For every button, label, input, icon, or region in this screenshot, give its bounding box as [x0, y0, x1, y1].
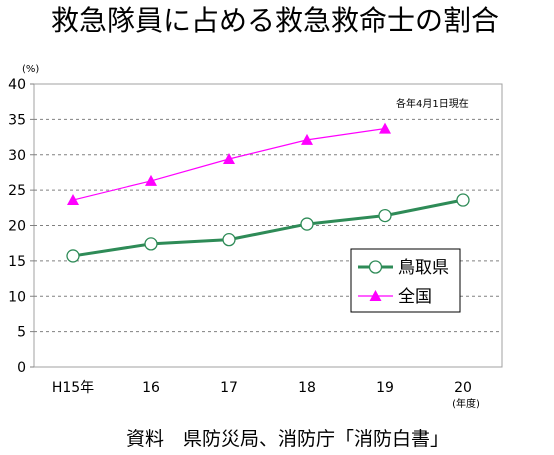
data-point — [67, 194, 79, 206]
y-tick-label: 30 — [8, 148, 26, 164]
x-tick-label: 17 — [220, 380, 238, 396]
x-tick-label: 18 — [298, 380, 316, 396]
series-line — [72, 198, 464, 258]
y-tick-label: 20 — [8, 219, 26, 235]
legend-marker — [369, 290, 382, 301]
y-tick-label: 35 — [8, 112, 26, 128]
y-tick-label: 25 — [8, 183, 26, 199]
data-point — [378, 208, 392, 223]
x-tick-label: 16 — [142, 380, 160, 396]
series-national — [67, 122, 391, 206]
data-point — [145, 174, 157, 186]
chart-title: 救急隊員に占める救急救命士の割合 — [51, 4, 499, 37]
data-point — [222, 232, 236, 247]
legend-label: 鳥取県 — [398, 258, 449, 278]
x-axis-ticks: H15年 16 17 18 19 20 — [52, 380, 472, 396]
y-tick-label: 0 — [17, 360, 26, 376]
y-axis-unit-label: (%) — [22, 64, 39, 75]
series-tottori — [66, 193, 470, 263]
y-tick-label: 40 — [8, 77, 26, 93]
data-point — [223, 152, 235, 164]
data-point — [300, 217, 314, 231]
x-tick-label: H15年 — [52, 380, 94, 396]
data-point — [66, 249, 80, 263]
data-point — [301, 133, 313, 145]
x-tick-label: 19 — [376, 380, 394, 396]
date-annotation: 各年4月1日現在 — [396, 97, 469, 110]
legend-box — [350, 248, 461, 313]
legend-label: 全国 — [398, 287, 432, 307]
data-point — [144, 237, 158, 251]
x-axis-unit-label: (年度) — [452, 397, 480, 410]
y-axis-ticks: 0 5 10 15 20 25 30 35 40 — [8, 77, 34, 376]
source-note: 資料 県防災局、消防庁「消防白書」 — [126, 428, 449, 450]
y-tick-label: 15 — [8, 254, 26, 270]
x-tick-label: 20 — [454, 380, 472, 396]
data-point — [456, 193, 470, 207]
y-tick-label: 5 — [17, 325, 26, 341]
data-point — [379, 122, 391, 134]
y-tick-label: 10 — [8, 289, 26, 305]
series-group — [66, 122, 470, 263]
legend-marker — [368, 260, 383, 274]
